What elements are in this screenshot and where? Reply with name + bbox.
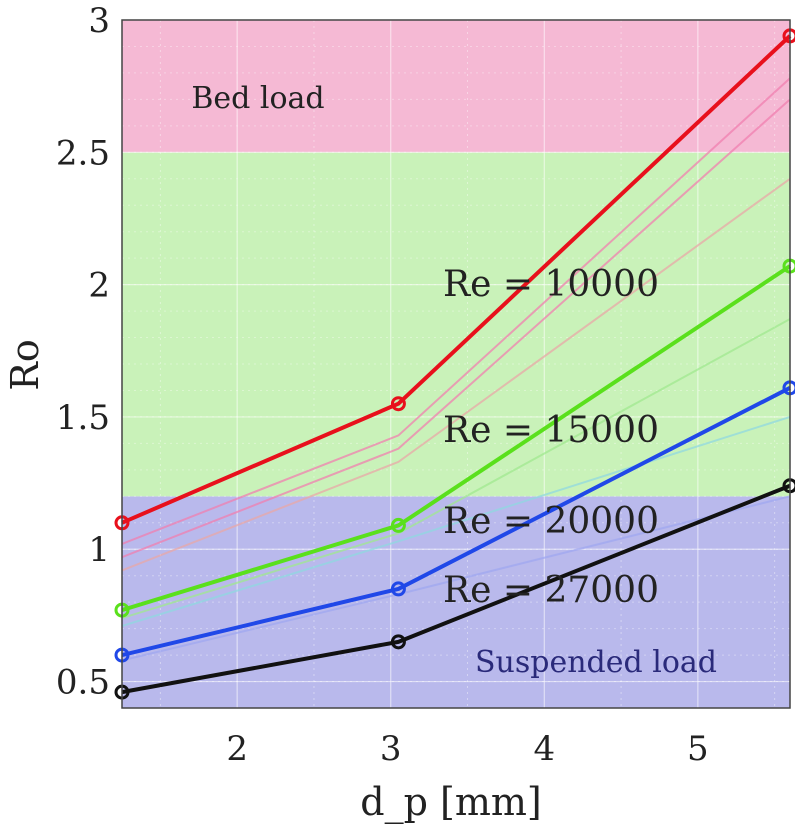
series-line-2 [121, 386, 791, 658]
region-band-1 [122, 152, 790, 497]
series-line-0 [121, 34, 792, 525]
faint-series-line-4 [121, 415, 791, 627]
series-lines [114, 28, 795, 700]
y-tick-label-5: 3 [88, 1, 110, 41]
x-tick-label-3: 5 [687, 729, 709, 769]
faint-series-lines [121, 77, 791, 662]
plot-frame [121, 19, 791, 709]
y-tick-label-2: 1.5 [56, 398, 110, 438]
x-axis-label: d_p [mm] [360, 780, 541, 825]
faint-series-line-2 [121, 177, 791, 572]
x-tick-label-2: 4 [533, 729, 555, 769]
series-line-3 [121, 483, 791, 695]
y-tick-labels: 0.5 1 1.5 2 2.5 3 [56, 1, 110, 703]
faint-series-line-3 [121, 318, 791, 619]
series-label-3: Re = 27000 [443, 570, 659, 611]
series-0-point-1 [390, 396, 406, 412]
series-label-0: Re = 10000 [443, 264, 659, 305]
faint-series-line-0 [121, 77, 791, 545]
x-tick-label-1: 3 [380, 729, 402, 769]
region-band-2 [122, 20, 790, 153]
region-labels: Suspended load Bed load [191, 81, 717, 680]
region-label-2: Bed load [191, 81, 324, 116]
y-tick-label-0: 0.5 [56, 663, 110, 703]
series-2-point-1 [390, 581, 406, 597]
y-tick-label-1: 1 [88, 530, 110, 570]
y-axis-label: Ro [3, 339, 47, 391]
y-tick-label-4: 2.5 [56, 133, 110, 173]
series-line-1 [121, 264, 792, 613]
series-1-point-1 [390, 517, 406, 533]
region-label-0: Suspended load [475, 645, 717, 680]
x-tick-label-0: 2 [226, 729, 248, 769]
x-tick-labels: 2 3 4 5 [226, 729, 708, 769]
series-label-2: Re = 20000 [443, 501, 659, 542]
series-label-1: Re = 15000 [443, 410, 659, 451]
series-labels: Re = 10000 Re = 15000 Re = 20000 Re = 27000 [443, 264, 659, 611]
faint-series-line-1 [121, 98, 791, 559]
series-3-point-1 [390, 634, 406, 650]
y-tick-label-3: 2 [88, 266, 110, 306]
